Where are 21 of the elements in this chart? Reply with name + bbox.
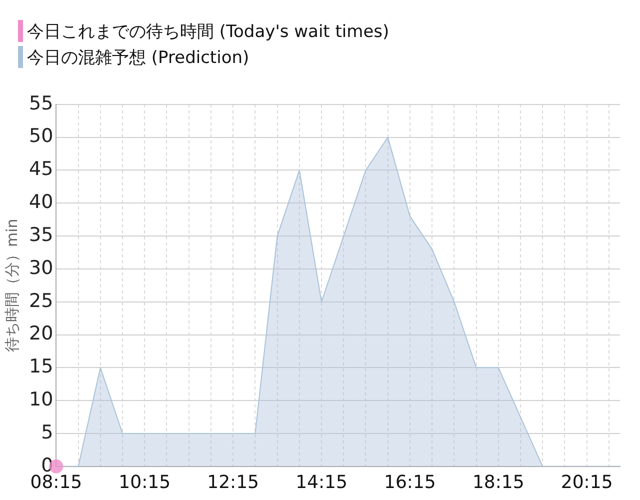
y-tick-label: 45 [28,158,54,180]
legend-label: 今日の混雑予想 (Prediction) [27,46,250,68]
x-tick-label: 18:15 [472,472,524,493]
y-tick-label: 10 [28,388,54,411]
y-tick-label: 20 [28,322,54,345]
y-tick-label: 50 [28,125,54,148]
x-tick-label: 08:15 [30,472,82,493]
y-tick-label: 35 [28,224,54,246]
y-axis-title: 待ち時間（分）min [2,218,21,352]
x-tick-label: 10:15 [118,472,171,493]
y-tick-label: 15 [28,356,54,378]
x-tick-label: 16:15 [384,472,436,493]
x-tick-label: 20:15 [560,472,613,493]
x-tick-label: 14:15 [296,472,348,493]
y-tick-label: 30 [28,256,54,279]
x-tick-label: 12:15 [207,472,259,493]
y-tick-label: 40 [28,191,54,214]
y-tick-label: 55 [28,92,54,114]
y-tick-label: 25 [28,290,54,312]
y-tick-label: 5 [41,421,54,444]
legend-label: 今日これまでの待ち時間 (Today's wait times) [27,20,390,42]
